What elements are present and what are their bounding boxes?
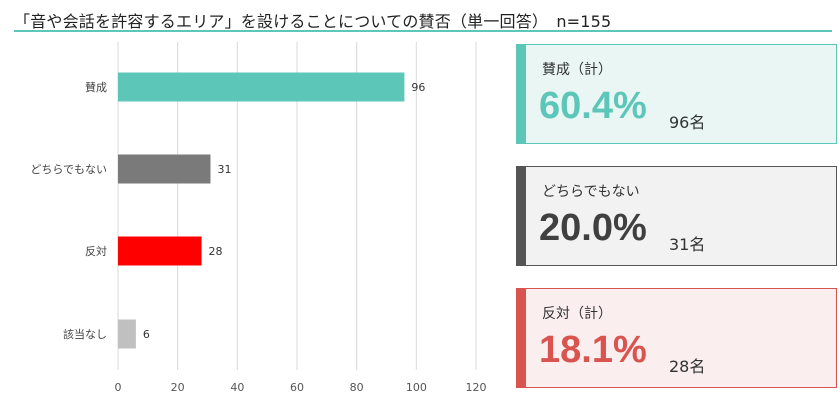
x-tick-label: 40 [230, 381, 244, 394]
x-tick-label: 80 [350, 381, 364, 394]
card-label: 反対（計） [542, 306, 612, 322]
card-label: どちらでもない [542, 184, 640, 200]
card-count: 96名 [669, 113, 706, 132]
data-label: 96 [411, 81, 425, 94]
bar-2 [118, 236, 202, 266]
data-label: 28 [209, 245, 223, 258]
card-percent: 60.4% [539, 85, 647, 127]
summary-card-disagree: 反対（計） 18.1% 28名 [516, 288, 837, 388]
category-label: どちらでもない [30, 163, 107, 176]
card-accent-bar [517, 45, 526, 143]
x-tick-label: 0 [115, 381, 122, 394]
bar-3 [118, 319, 136, 349]
bar-1 [118, 154, 211, 184]
x-tick-label: 100 [406, 381, 427, 394]
card-percent: 18.1% [539, 329, 647, 371]
category-label: 反対 [85, 244, 107, 258]
x-tick-label: 60 [290, 381, 304, 394]
data-label: 31 [217, 163, 231, 176]
card-count: 31名 [669, 235, 706, 254]
card-percent: 20.0% [539, 207, 647, 249]
bar-0 [118, 72, 405, 102]
category-label: 賛成 [85, 80, 107, 94]
chart-title: 「音や会話を許容するエリア」を設けることについての賛否（単一回答） n=155 [14, 12, 612, 31]
card-count: 28名 [669, 357, 706, 376]
summary-card-agree: 賛成（計） 60.4% 96名 [516, 44, 837, 144]
card-label: 賛成（計） [542, 62, 612, 78]
data-label: 6 [143, 328, 150, 341]
x-tick-label: 120 [466, 381, 487, 394]
card-accent-bar [517, 167, 526, 265]
summary-card-neutral: どちらでもない 20.0% 31名 [516, 166, 837, 266]
bar-chart: 0 20 40 60 80 100 120 賛成 96 どちらでもない 31 反対 28 該当なし 6 [30, 42, 487, 394]
card-accent-bar [517, 289, 526, 387]
x-tick-label: 20 [171, 381, 185, 394]
title-underline [14, 30, 832, 32]
category-label: 該当なし [63, 327, 107, 341]
